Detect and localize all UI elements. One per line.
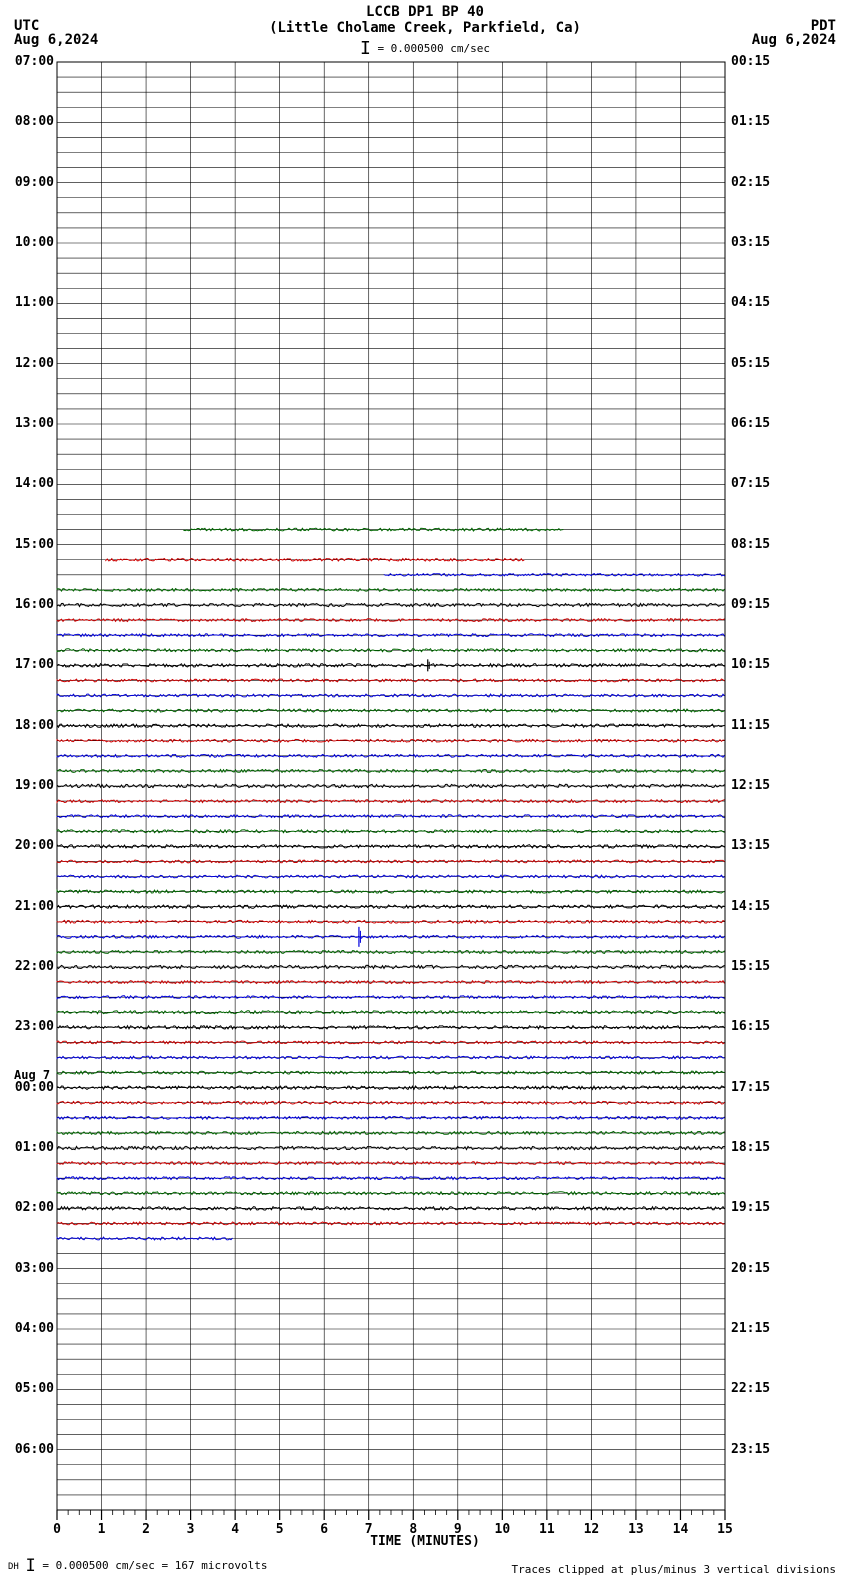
pdt-hour-label: 08:15 bbox=[731, 537, 770, 552]
pdt-hour-label: 17:15 bbox=[731, 1080, 770, 1095]
pdt-hour-label: 03:15 bbox=[731, 235, 770, 250]
utc-hour-label: 22:00 bbox=[8, 959, 54, 974]
utc-hour-label: 14:00 bbox=[8, 476, 54, 491]
pdt-hour-label: 15:15 bbox=[731, 959, 770, 974]
pdt-hour-label: 09:15 bbox=[731, 597, 770, 612]
pdt-hour-label: 23:15 bbox=[731, 1442, 770, 1457]
pdt-hour-label: 01:15 bbox=[731, 114, 770, 129]
utc-hour-label: 17:00 bbox=[8, 657, 54, 672]
helicorder-plot bbox=[0, 0, 850, 1584]
pdt-hour-label: 00:15 bbox=[731, 54, 770, 69]
utc-hour-label: 03:00 bbox=[8, 1261, 54, 1276]
utc-hour-label: 05:00 bbox=[8, 1381, 54, 1396]
utc-hour-label: 06:00 bbox=[8, 1442, 54, 1457]
pdt-hour-label: 07:15 bbox=[731, 476, 770, 491]
pdt-hour-label: 19:15 bbox=[731, 1200, 770, 1215]
pdt-hour-label: 11:15 bbox=[731, 718, 770, 733]
utc-hour-label: 21:00 bbox=[8, 899, 54, 914]
utc-hour-label: 07:00 bbox=[8, 54, 54, 69]
utc-hour-label: 13:00 bbox=[8, 416, 54, 431]
pdt-hour-label: 06:15 bbox=[731, 416, 770, 431]
xaxis-title: TIME (MINUTES) bbox=[0, 1534, 850, 1549]
utc-hour-label: 04:00 bbox=[8, 1321, 54, 1336]
utc-hour-label: 15:00 bbox=[8, 537, 54, 552]
pdt-hour-label: 20:15 bbox=[731, 1261, 770, 1276]
pdt-hour-label: 02:15 bbox=[731, 175, 770, 190]
pdt-hour-label: 21:15 bbox=[731, 1321, 770, 1336]
utc-hour-label: 12:00 bbox=[8, 356, 54, 371]
utc-hour-label: 20:00 bbox=[8, 838, 54, 853]
utc-hour-label: 11:00 bbox=[8, 295, 54, 310]
utc-hour-label: 16:00 bbox=[8, 597, 54, 612]
pdt-hour-label: 18:15 bbox=[731, 1140, 770, 1155]
pdt-hour-label: 22:15 bbox=[731, 1381, 770, 1396]
pdt-hour-label: 04:15 bbox=[731, 295, 770, 310]
utc-hour-label: 23:00 bbox=[8, 1019, 54, 1034]
pdt-hour-label: 12:15 bbox=[731, 778, 770, 793]
footer-scale: DH I = 0.000500 cm/sec = 167 microvolts bbox=[8, 1556, 268, 1576]
utc-hour-label: 02:00 bbox=[8, 1200, 54, 1215]
pdt-hour-label: 13:15 bbox=[731, 838, 770, 853]
utc-hour-label: 19:00 bbox=[8, 778, 54, 793]
pdt-hour-label: 14:15 bbox=[731, 899, 770, 914]
pdt-hour-label: 05:15 bbox=[731, 356, 770, 371]
helicorder-container: LCCB DP1 BP 40 (Little Cholame Creek, Pa… bbox=[0, 0, 850, 1584]
utc-hour-label: 09:00 bbox=[8, 175, 54, 190]
utc-day-label: Aug 7 bbox=[14, 1068, 50, 1082]
pdt-hour-label: 16:15 bbox=[731, 1019, 770, 1034]
utc-hour-label: 08:00 bbox=[8, 114, 54, 129]
pdt-hour-label: 10:15 bbox=[731, 657, 770, 672]
footer-clip-note: Traces clipped at plus/minus 3 vertical … bbox=[511, 1563, 836, 1576]
utc-hour-label: 18:00 bbox=[8, 718, 54, 733]
utc-hour-label: 01:00 bbox=[8, 1140, 54, 1155]
utc-hour-label: 00:00 bbox=[8, 1080, 54, 1095]
utc-hour-label: 10:00 bbox=[8, 235, 54, 250]
